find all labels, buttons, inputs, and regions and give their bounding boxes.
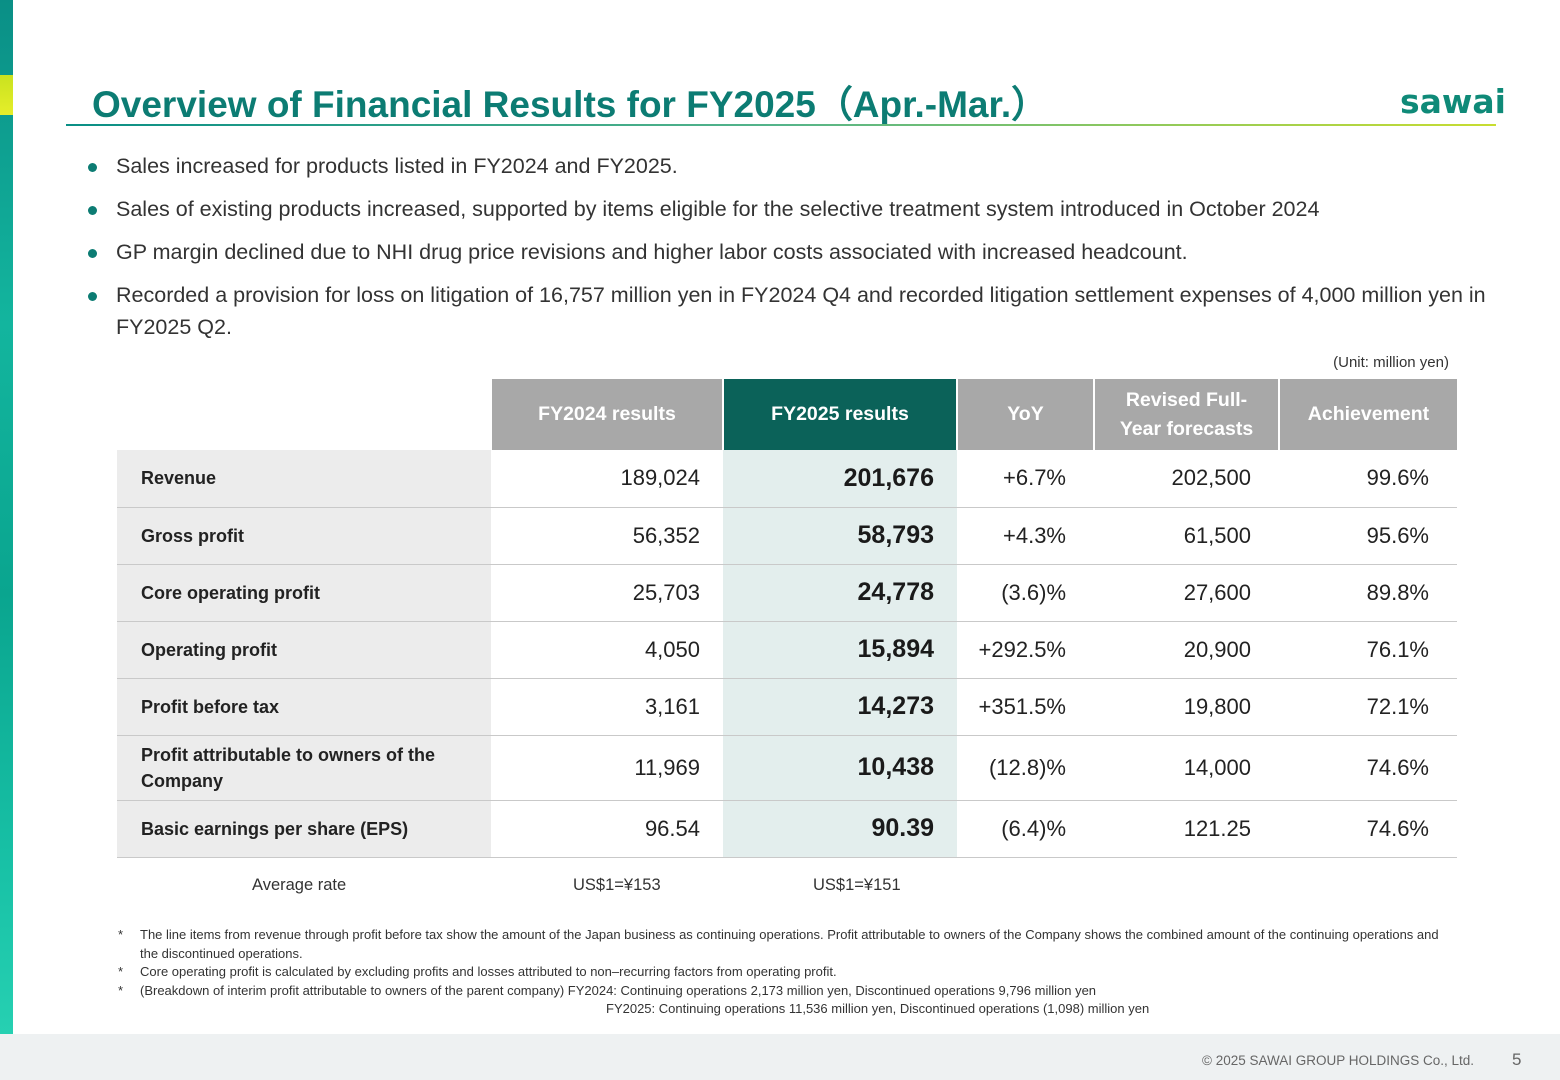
cell-fy2025: 58,793 [723, 507, 957, 565]
financial-results-table: FY2024 results FY2025 results YoY Revise… [117, 379, 1457, 858]
average-rate-fy2024: US$1=¥153 [573, 876, 661, 894]
table-row: Core operating profit 25,703 24,778 (3.6… [117, 564, 1457, 622]
header-fy2025: FY2025 results [722, 379, 957, 450]
cell-forecast: 61,500 [1094, 507, 1279, 565]
cell-yoy: (3.6)% [957, 564, 1094, 622]
table-row: Revenue 189,024 201,676 +6.7% 202,500 99… [117, 450, 1457, 508]
sawai-logo: sawai [1400, 82, 1506, 121]
table-row: Profit attributable to owners of the Com… [117, 735, 1457, 801]
cell-fy2024: 56,352 [491, 507, 723, 565]
header-blank [117, 379, 491, 450]
cell-forecast: 27,600 [1094, 564, 1279, 622]
header-achievement: Achievement [1278, 379, 1457, 450]
cell-forecast: 202,500 [1094, 450, 1279, 508]
footnote: * The line items from revenue through pro… [118, 927, 1439, 961]
bullet-dot-icon [88, 249, 97, 258]
cell-yoy: +292.5% [957, 621, 1094, 679]
table-row: Gross profit 56,352 58,793 +4.3% 61,500 … [117, 507, 1457, 565]
cell-forecast: 19,800 [1094, 678, 1279, 736]
row-label: Profit attributable to owners of the Com… [117, 735, 491, 801]
cell-yoy: +351.5% [957, 678, 1094, 736]
cell-fy2025: 90.39 [723, 800, 957, 858]
row-label: Revenue [117, 450, 491, 508]
cell-achievement: 99.6% [1279, 450, 1457, 508]
cell-achievement: 74.6% [1279, 800, 1457, 858]
table-row: Profit before tax 3,161 14,273 +351.5% 1… [117, 678, 1457, 736]
cell-forecast: 121.25 [1094, 800, 1279, 858]
cell-yoy: (6.4)% [957, 800, 1094, 858]
footnote: * Core operating profit is calculated by … [118, 964, 837, 979]
bullet-dot-icon [88, 206, 97, 215]
cell-achievement: 89.8% [1279, 564, 1457, 622]
row-label: Profit before tax [117, 678, 491, 736]
row-label: Gross profit [117, 507, 491, 565]
table-row: Basic earnings per share (EPS) 96.54 90.… [117, 800, 1457, 858]
header-fy2024: FY2024 results [490, 379, 723, 450]
table-header-row: FY2024 results FY2025 results YoY Revise… [117, 379, 1457, 450]
summary-bullets: Sales increased for products listed in F… [88, 150, 1488, 354]
footnotes: * The line items from revenue through pro… [118, 926, 1458, 1019]
cell-fy2025: 201,676 [723, 450, 957, 508]
unit-label: (Unit: million yen) [1333, 354, 1449, 371]
cell-fy2024: 4,050 [491, 621, 723, 679]
cell-achievement: 76.1% [1279, 621, 1457, 679]
bullet-item: Sales of existing products increased, su… [88, 193, 1488, 225]
row-label: Core operating profit [117, 564, 491, 622]
cell-achievement: 72.1% [1279, 678, 1457, 736]
cell-yoy: +4.3% [957, 507, 1094, 565]
bullet-item: Recorded a provision for loss on litigat… [88, 279, 1488, 343]
cell-forecast: 20,900 [1094, 621, 1279, 679]
cell-fy2025: 14,273 [723, 678, 957, 736]
cell-fy2025: 24,778 [723, 564, 957, 622]
header-yoy: YoY [956, 379, 1094, 450]
left-accent-bar [0, 0, 13, 1080]
cell-achievement: 95.6% [1279, 507, 1457, 565]
cell-fy2025: 15,894 [723, 621, 957, 679]
title-divider [66, 124, 1496, 126]
cell-fy2024: 25,703 [491, 564, 723, 622]
copyright: © 2025 SAWAI GROUP HOLDINGS Co., Ltd. [1202, 1053, 1475, 1068]
average-rate-label: Average rate [252, 876, 347, 894]
bullet-dot-icon [88, 292, 97, 301]
header-forecast: Revised Full- Year forecasts [1093, 379, 1279, 450]
cell-fy2024: 189,024 [491, 450, 723, 508]
footnote-continuation: FY2025: Continuing operations 11,536 mil… [606, 1001, 1150, 1016]
cell-forecast: 14,000 [1094, 735, 1279, 801]
row-label: Operating profit [117, 621, 491, 679]
bullet-item: GP margin declined due to NHI drug price… [88, 236, 1488, 268]
cell-achievement: 74.6% [1279, 735, 1457, 801]
page-title: Overview of Financial Results for FY2025… [92, 84, 1049, 125]
cell-yoy: +6.7% [957, 450, 1094, 508]
left-accent-highlight [0, 75, 13, 115]
cell-fy2024: 3,161 [491, 678, 723, 736]
average-rate-fy2025: US$1=¥151 [813, 876, 901, 894]
cell-fy2024: 96.54 [491, 800, 723, 858]
bullet-item: Sales increased for products listed in F… [88, 150, 1488, 182]
bullet-dot-icon [88, 163, 97, 172]
cell-yoy: (12.8)% [957, 735, 1094, 801]
cell-fy2024: 11,969 [491, 735, 723, 801]
table-row: Operating profit 4,050 15,894 +292.5% 20… [117, 621, 1457, 679]
cell-fy2025: 10,438 [723, 735, 957, 801]
page-number: 5 [1512, 1050, 1522, 1069]
footer-band [0, 1034, 1560, 1080]
footnote: * (Breakdown of interim profit attributab… [118, 982, 1097, 998]
row-label: Basic earnings per share (EPS) [117, 800, 491, 858]
